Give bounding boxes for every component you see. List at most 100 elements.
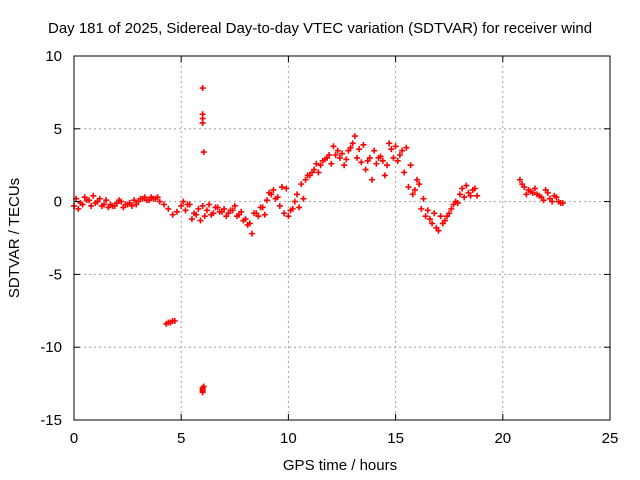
data-point: [381, 172, 388, 179]
data-point: [411, 186, 418, 193]
data-point: [244, 221, 251, 228]
y-tick-label: 5: [54, 121, 62, 138]
data-point: [369, 176, 376, 183]
data-point: [516, 176, 523, 183]
data-point: [371, 147, 378, 154]
data-point: [343, 156, 350, 163]
data-point: [441, 217, 448, 224]
data-point: [317, 162, 324, 169]
data-point: [302, 176, 309, 183]
plot-area-border: [73, 55, 611, 421]
data-point: [463, 182, 470, 189]
data-point: [349, 140, 356, 147]
y-axis-label: SDTVAR / TECUs: [6, 178, 23, 298]
data-point: [446, 210, 453, 217]
chart-title: Day 181 of 2025, Sidereal Day-to-day VTE…: [48, 20, 592, 37]
data-point: [94, 198, 101, 205]
data-point: [364, 157, 371, 164]
data-point: [161, 201, 168, 208]
x-tick-label: 0: [70, 430, 78, 447]
data-point: [356, 146, 363, 153]
data-point: [334, 147, 341, 154]
data-point: [557, 200, 564, 207]
y-tick-label: 0: [54, 194, 62, 211]
data-point: [195, 205, 202, 212]
data-point: [540, 197, 547, 204]
x-axis-tick-labels: 0 5 10 15 20 25: [70, 430, 619, 447]
data-point: [390, 154, 397, 161]
data-point: [184, 201, 191, 208]
y-tick-label: 10: [45, 48, 62, 65]
data-point: [424, 207, 431, 214]
data-point: [287, 207, 294, 214]
data-point: [210, 210, 217, 217]
data-point: [240, 217, 247, 224]
data-point: [422, 213, 429, 220]
data-point: [409, 191, 416, 198]
data-point: [403, 144, 410, 151]
data-point: [549, 198, 556, 205]
data-point: [313, 160, 320, 167]
data-point: [553, 194, 560, 201]
data-point: [236, 211, 243, 218]
data-point: [154, 194, 161, 201]
data-point: [193, 211, 200, 218]
data-point: [276, 202, 283, 209]
data-point: [461, 194, 468, 201]
data-point: [178, 202, 185, 209]
data-point: [146, 197, 153, 204]
x-axis-label: GPS time / hours: [283, 457, 397, 474]
data-point: [416, 181, 423, 188]
data-point: [103, 197, 110, 204]
data-point: [467, 192, 474, 199]
data-point: [358, 159, 365, 166]
x-tick-label: 5: [177, 430, 185, 447]
data-point: [388, 146, 395, 153]
data-point: [120, 204, 127, 211]
data-point: [107, 201, 114, 208]
data-point: [326, 152, 333, 159]
data-point: [257, 204, 264, 211]
data-point: [339, 150, 345, 157]
data-point: [98, 202, 105, 209]
data-point: [296, 204, 303, 211]
x-tick-label: 25: [602, 430, 619, 447]
data-point: [308, 169, 315, 176]
data-point: [354, 154, 361, 161]
data-point: [454, 200, 461, 207]
data-point: [231, 202, 238, 209]
data-point: [261, 211, 268, 218]
data-point: [394, 157, 401, 164]
y-tick-label: -15: [40, 412, 62, 429]
grid-lines: [74, 56, 610, 420]
data-point: [77, 200, 84, 207]
data-point: [200, 149, 207, 156]
data-point: [437, 213, 444, 220]
data-point: [341, 162, 348, 169]
data-point: [197, 217, 204, 224]
data-point: [293, 191, 300, 198]
data-point: [347, 144, 354, 151]
data-point: [90, 192, 97, 199]
data-point: [474, 192, 481, 199]
data-point: [156, 198, 163, 205]
data-point: [199, 119, 206, 126]
data-point: [373, 160, 380, 167]
data-point: [399, 147, 406, 154]
data-point: [351, 133, 358, 140]
data-point: [377, 153, 384, 160]
data-point: [227, 207, 234, 214]
data-point: [304, 172, 311, 179]
data-point: [253, 210, 260, 217]
data-point: [426, 216, 433, 223]
data-point: [173, 208, 180, 215]
data-point: [298, 181, 305, 188]
data-point: [433, 224, 440, 231]
data-point: [360, 141, 367, 148]
data-point: [315, 169, 322, 176]
data-point: [336, 154, 343, 161]
data-point: [321, 156, 328, 163]
x-tick-label: 15: [387, 430, 404, 447]
data-point: [182, 207, 189, 214]
